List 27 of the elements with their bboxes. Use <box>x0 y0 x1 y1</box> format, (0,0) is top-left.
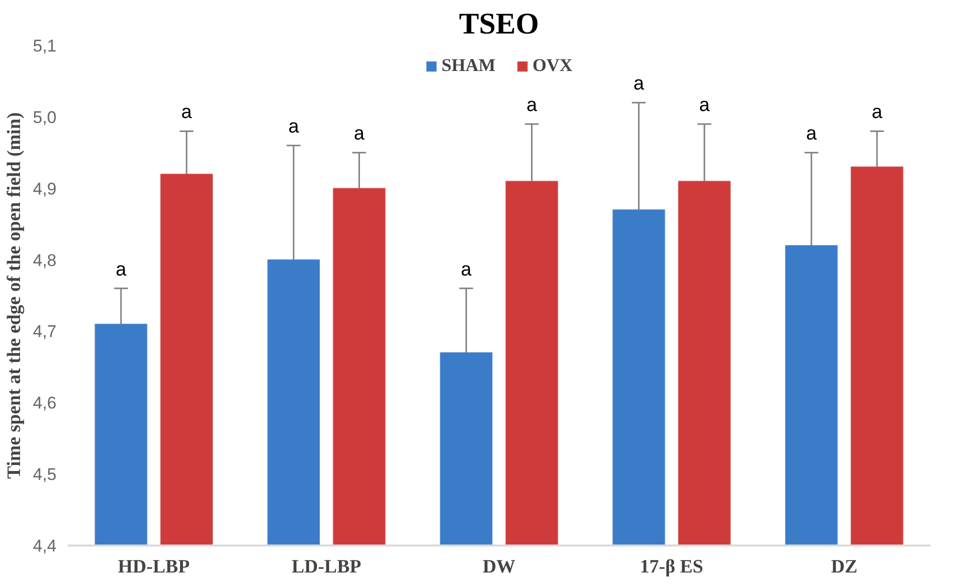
y-tick-label: 4,7 <box>32 322 57 342</box>
annotation: a <box>806 124 818 145</box>
legend-label: SHAM <box>442 55 496 76</box>
annotation: a <box>181 102 192 124</box>
y-tick-label: 4,8 <box>32 250 57 270</box>
y-tick-label: 4,9 <box>32 179 57 198</box>
annotation: a <box>354 124 365 145</box>
x-tick-label: 17-β ES <box>640 556 704 578</box>
y-tick-label: 5,1 <box>32 36 57 56</box>
annotation: a <box>460 259 472 280</box>
legend-label: OVX <box>532 55 572 76</box>
annotation: a <box>288 116 300 138</box>
annotation: a <box>116 259 127 280</box>
annotation: a <box>699 95 710 116</box>
y-tick-label: 4,5 <box>32 465 57 484</box>
annotation: a <box>634 74 645 95</box>
y-tick-label: 5,0 <box>32 108 57 127</box>
x-tick-label: LD-LBP <box>292 556 362 578</box>
y-tick-label: 4,6 <box>32 394 57 413</box>
x-tick-label: DW <box>482 556 516 578</box>
x-tick-label: DZ <box>831 556 858 578</box>
annotation: a <box>872 102 883 124</box>
y-axis-title: Time spent at the edge of the open field (min) <box>4 112 25 479</box>
x-tick-label: HD-LBP <box>118 556 190 578</box>
chart-title: TSEO <box>458 8 540 40</box>
y-tick-label: 4,4 <box>32 536 57 556</box>
annotation: a <box>526 95 538 116</box>
